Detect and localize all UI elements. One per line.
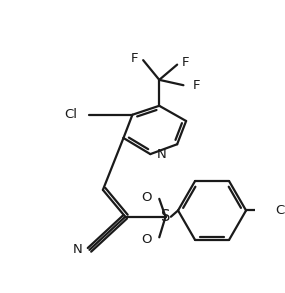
Text: N: N xyxy=(156,148,166,161)
Text: F: F xyxy=(192,79,200,92)
Text: Cl: Cl xyxy=(276,204,285,217)
Text: F: F xyxy=(131,52,139,65)
Text: Cl: Cl xyxy=(64,108,77,121)
Text: O: O xyxy=(142,233,152,246)
Text: N: N xyxy=(73,243,82,256)
Text: F: F xyxy=(182,56,189,69)
Text: S: S xyxy=(161,209,170,224)
Text: O: O xyxy=(142,190,152,204)
